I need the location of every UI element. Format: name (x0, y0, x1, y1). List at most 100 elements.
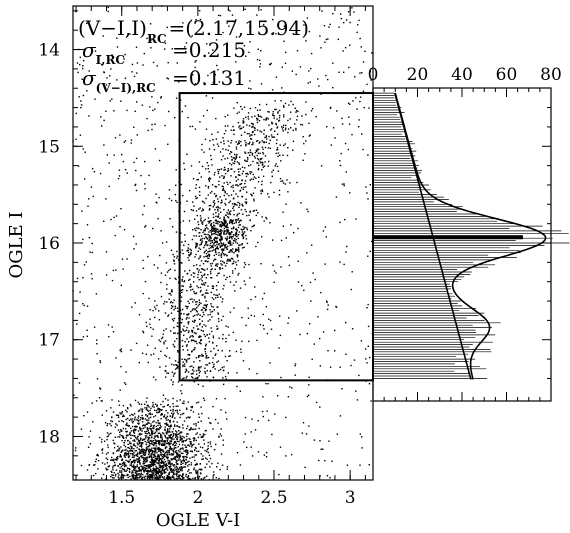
star-point (193, 235, 195, 237)
star-point (215, 237, 217, 239)
star-point (158, 443, 160, 446)
star-point (218, 293, 220, 296)
star-point (186, 461, 189, 463)
star-point (290, 100, 292, 103)
star-point (131, 306, 133, 308)
star-point (186, 153, 188, 155)
star-point (260, 9, 262, 11)
star-point (202, 293, 204, 296)
star-point (175, 465, 177, 468)
star-point (170, 409, 172, 411)
star-point (267, 118, 269, 120)
star-point (132, 461, 134, 463)
star-point (238, 163, 241, 165)
star-point (182, 364, 184, 366)
star-point (224, 191, 226, 193)
star-point (226, 157, 229, 159)
star-point (149, 323, 151, 325)
star-point (270, 181, 272, 184)
star-point (158, 429, 160, 431)
star-point (330, 106, 332, 109)
star-point (157, 420, 159, 422)
star-point (217, 312, 219, 314)
star-point (161, 435, 163, 437)
star-point (225, 246, 228, 249)
star-point (194, 83, 197, 85)
star-point (199, 291, 202, 293)
star-point (187, 401, 189, 403)
star-point (311, 358, 313, 360)
star-point (184, 270, 186, 272)
star-point (255, 177, 257, 179)
star-point (216, 265, 218, 267)
star-point (174, 409, 177, 412)
star-point (229, 260, 232, 262)
star-point (197, 401, 200, 403)
star-point (197, 436, 200, 439)
star-point (133, 460, 135, 462)
star-point (246, 242, 249, 245)
star-point (282, 225, 284, 227)
star-point (267, 165, 269, 167)
star-point (204, 138, 207, 140)
star-point (200, 309, 203, 311)
star-point (235, 231, 238, 233)
star-point (257, 158, 260, 161)
star-point (252, 125, 254, 128)
star-point (339, 221, 341, 224)
star-point (203, 439, 205, 441)
star-point (335, 306, 338, 308)
star-point (214, 231, 217, 234)
star-point (130, 405, 132, 407)
star-point (227, 125, 229, 127)
star-point (286, 154, 289, 157)
star-point (199, 314, 201, 316)
star-point (232, 162, 234, 164)
star-point (177, 452, 179, 454)
star-point (164, 441, 166, 443)
star-point (129, 33, 131, 35)
star-point (222, 224, 224, 227)
star-point (236, 235, 238, 237)
star-point (256, 119, 258, 121)
star-point (254, 187, 256, 189)
star-point (90, 186, 93, 188)
star-point (193, 437, 195, 439)
star-point (343, 184, 345, 187)
star-point (310, 110, 313, 112)
star-point (214, 185, 216, 188)
star-point (225, 411, 227, 414)
star-point (217, 228, 219, 230)
star-point (221, 264, 223, 266)
star-point (218, 267, 221, 269)
star-point (193, 423, 195, 425)
star-point (123, 462, 125, 465)
star-point (157, 462, 159, 464)
star-point (207, 445, 209, 447)
star-point (203, 202, 206, 204)
star-point (176, 452, 178, 455)
star-point (212, 306, 214, 308)
star-point (155, 410, 158, 412)
star-point (345, 19, 348, 21)
star-point (246, 228, 249, 231)
star-point (191, 446, 193, 448)
star-point (112, 269, 115, 272)
star-point (188, 220, 191, 222)
star-point (206, 241, 208, 243)
star-point (193, 381, 195, 383)
star-point (170, 436, 172, 439)
star-point (238, 224, 240, 226)
star-point (124, 452, 127, 454)
star-point (342, 50, 344, 52)
star-point (158, 408, 160, 410)
star-point (160, 449, 162, 451)
star-point (327, 350, 329, 352)
star-point (157, 448, 159, 450)
star-point (246, 156, 249, 159)
star-point (289, 386, 291, 388)
x-tick-label: 1.5 (108, 488, 135, 508)
star-point (187, 349, 189, 351)
star-point (163, 443, 165, 445)
star-point (172, 464, 174, 466)
